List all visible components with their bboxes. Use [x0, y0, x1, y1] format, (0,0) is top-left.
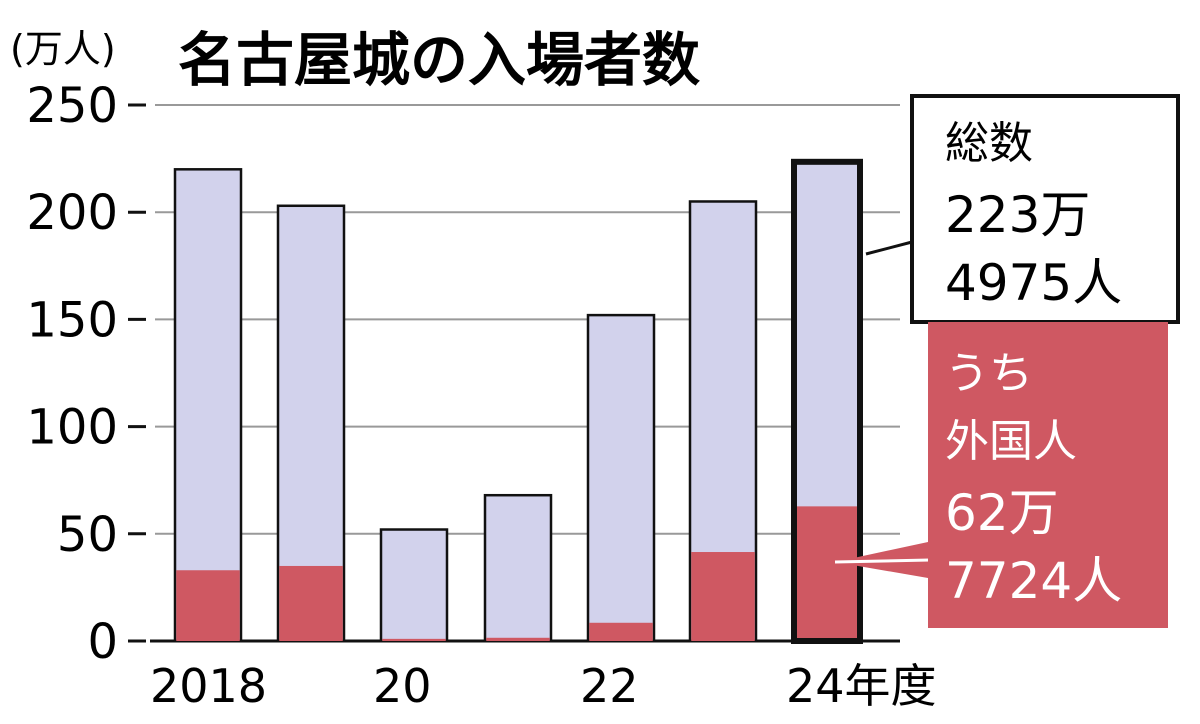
x-tick-label: 22: [580, 659, 639, 713]
bar-foreign-24: [797, 506, 857, 638]
y-tick-label: 100: [26, 400, 118, 456]
total-label: 総数: [945, 118, 1033, 169]
bar-foreign-20: [382, 638, 446, 641]
foreign-value-line1: 62万: [945, 484, 1059, 542]
y-tick-label: 150: [26, 292, 118, 348]
chart-title: 名古屋城の入場者数: [178, 26, 700, 94]
total-value-line1: 223万: [945, 186, 1090, 244]
x-tick-label: 24年度: [786, 659, 937, 713]
bar-total-20: [379, 528, 449, 643]
bar-foreign-23: [691, 552, 755, 641]
bar-foreign-22: [589, 622, 653, 641]
foreign-callout-line: [834, 558, 931, 564]
foreign-value-line2: 7724人: [945, 552, 1122, 610]
foreign-callout-box: [928, 322, 1168, 628]
y-axis-unit: (万人): [10, 27, 116, 71]
bar-foreign-2018: [176, 570, 240, 641]
x-tick-label: 2018: [150, 659, 267, 713]
bar-total-21: [483, 493, 553, 643]
y-tick-label: 250: [26, 78, 118, 134]
foreign-label1: うち: [945, 348, 1033, 399]
bar-foreign-21: [486, 637, 550, 641]
bar-foreign-19: [279, 565, 343, 641]
x-tick-label: 20: [373, 659, 432, 713]
y-tick-label: 50: [57, 507, 118, 563]
y-tick-label: 200: [26, 185, 118, 241]
foreign-label2: 外国人: [945, 416, 1077, 467]
bar-total-22: [586, 313, 656, 643]
bar-total-2018: [173, 168, 243, 643]
total-value-line2: 4975人: [945, 254, 1122, 312]
y-tick-label: 0: [87, 614, 118, 670]
total-callout-pointer: [865, 240, 914, 266]
